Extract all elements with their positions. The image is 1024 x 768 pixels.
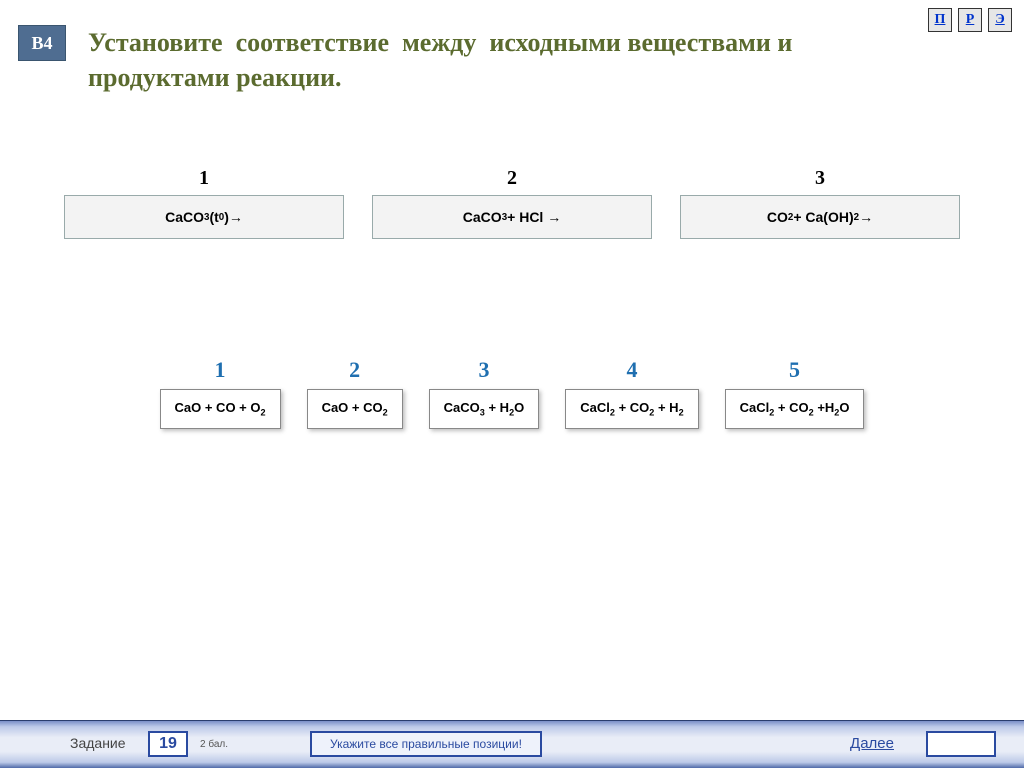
product-box: CaO + CO + O2	[160, 389, 281, 429]
reactant-number: 1	[199, 167, 209, 190]
product-box: CaCl2 + CO2 +H2O	[725, 389, 865, 429]
reactant-number: 2	[507, 167, 517, 190]
nav-links: П Р Э	[928, 8, 1012, 32]
product-number: 3	[478, 357, 489, 383]
product-box: CaCO3 + H2O	[429, 389, 540, 429]
question-header: В4 Установите соответствие между исходны…	[18, 25, 1006, 95]
nav-link-p[interactable]: П	[928, 8, 952, 32]
points-label: 2 бал.	[200, 739, 228, 750]
question-badge: В4	[18, 25, 66, 61]
product-number: 2	[349, 357, 360, 383]
product-item[interactable]: 3 CaCO3 + H2O	[429, 389, 540, 429]
nav-link-e[interactable]: Э	[988, 8, 1012, 32]
products-row: 1 CaO + CO + O2 2 CaO + CO2 3 CaCO3 + H2…	[18, 389, 1006, 429]
reactants-row: 1 CaCO3 (t0 )→ 2 CaCO3 + HCl → 3 CO2 + C…	[18, 195, 1006, 239]
blank-box	[926, 731, 996, 757]
product-item[interactable]: 1 CaO + CO + O2	[160, 389, 281, 429]
product-box: CaO + CO2	[307, 389, 403, 429]
reactant-item[interactable]: 1 CaCO3 (t0 )→	[64, 195, 344, 239]
product-item[interactable]: 5 CaCl2 + CO2 +H2O	[725, 389, 865, 429]
product-number: 4	[626, 357, 637, 383]
product-item[interactable]: 2 CaO + CO2	[307, 389, 403, 429]
product-number: 1	[215, 357, 226, 383]
next-button[interactable]: Далее	[850, 735, 894, 752]
reactant-item[interactable]: 3 CO2 + Ca(OH)2 →	[680, 195, 960, 239]
task-number-box: 19	[148, 731, 188, 757]
product-item[interactable]: 4 CaCl2 + CO2 + H2	[565, 389, 698, 429]
nav-link-r[interactable]: Р	[958, 8, 982, 32]
question-title: Установите соответствие между исходными …	[88, 25, 908, 95]
product-number: 5	[789, 357, 800, 383]
reactant-box: CaCO3 + HCl →	[372, 195, 652, 239]
reactant-item[interactable]: 2 CaCO3 + HCl →	[372, 195, 652, 239]
task-label: Задание	[70, 735, 126, 751]
reactant-number: 3	[815, 167, 825, 190]
footer-bar: Задание 19 2 бал. Укажите все правильные…	[0, 720, 1024, 768]
reactant-box: CO2 + Ca(OH)2 →	[680, 195, 960, 239]
instruction-box: Укажите все правильные позиции!	[310, 731, 542, 757]
product-box: CaCl2 + CO2 + H2	[565, 389, 698, 429]
reactant-box: CaCO3 (t0 )→	[64, 195, 344, 239]
